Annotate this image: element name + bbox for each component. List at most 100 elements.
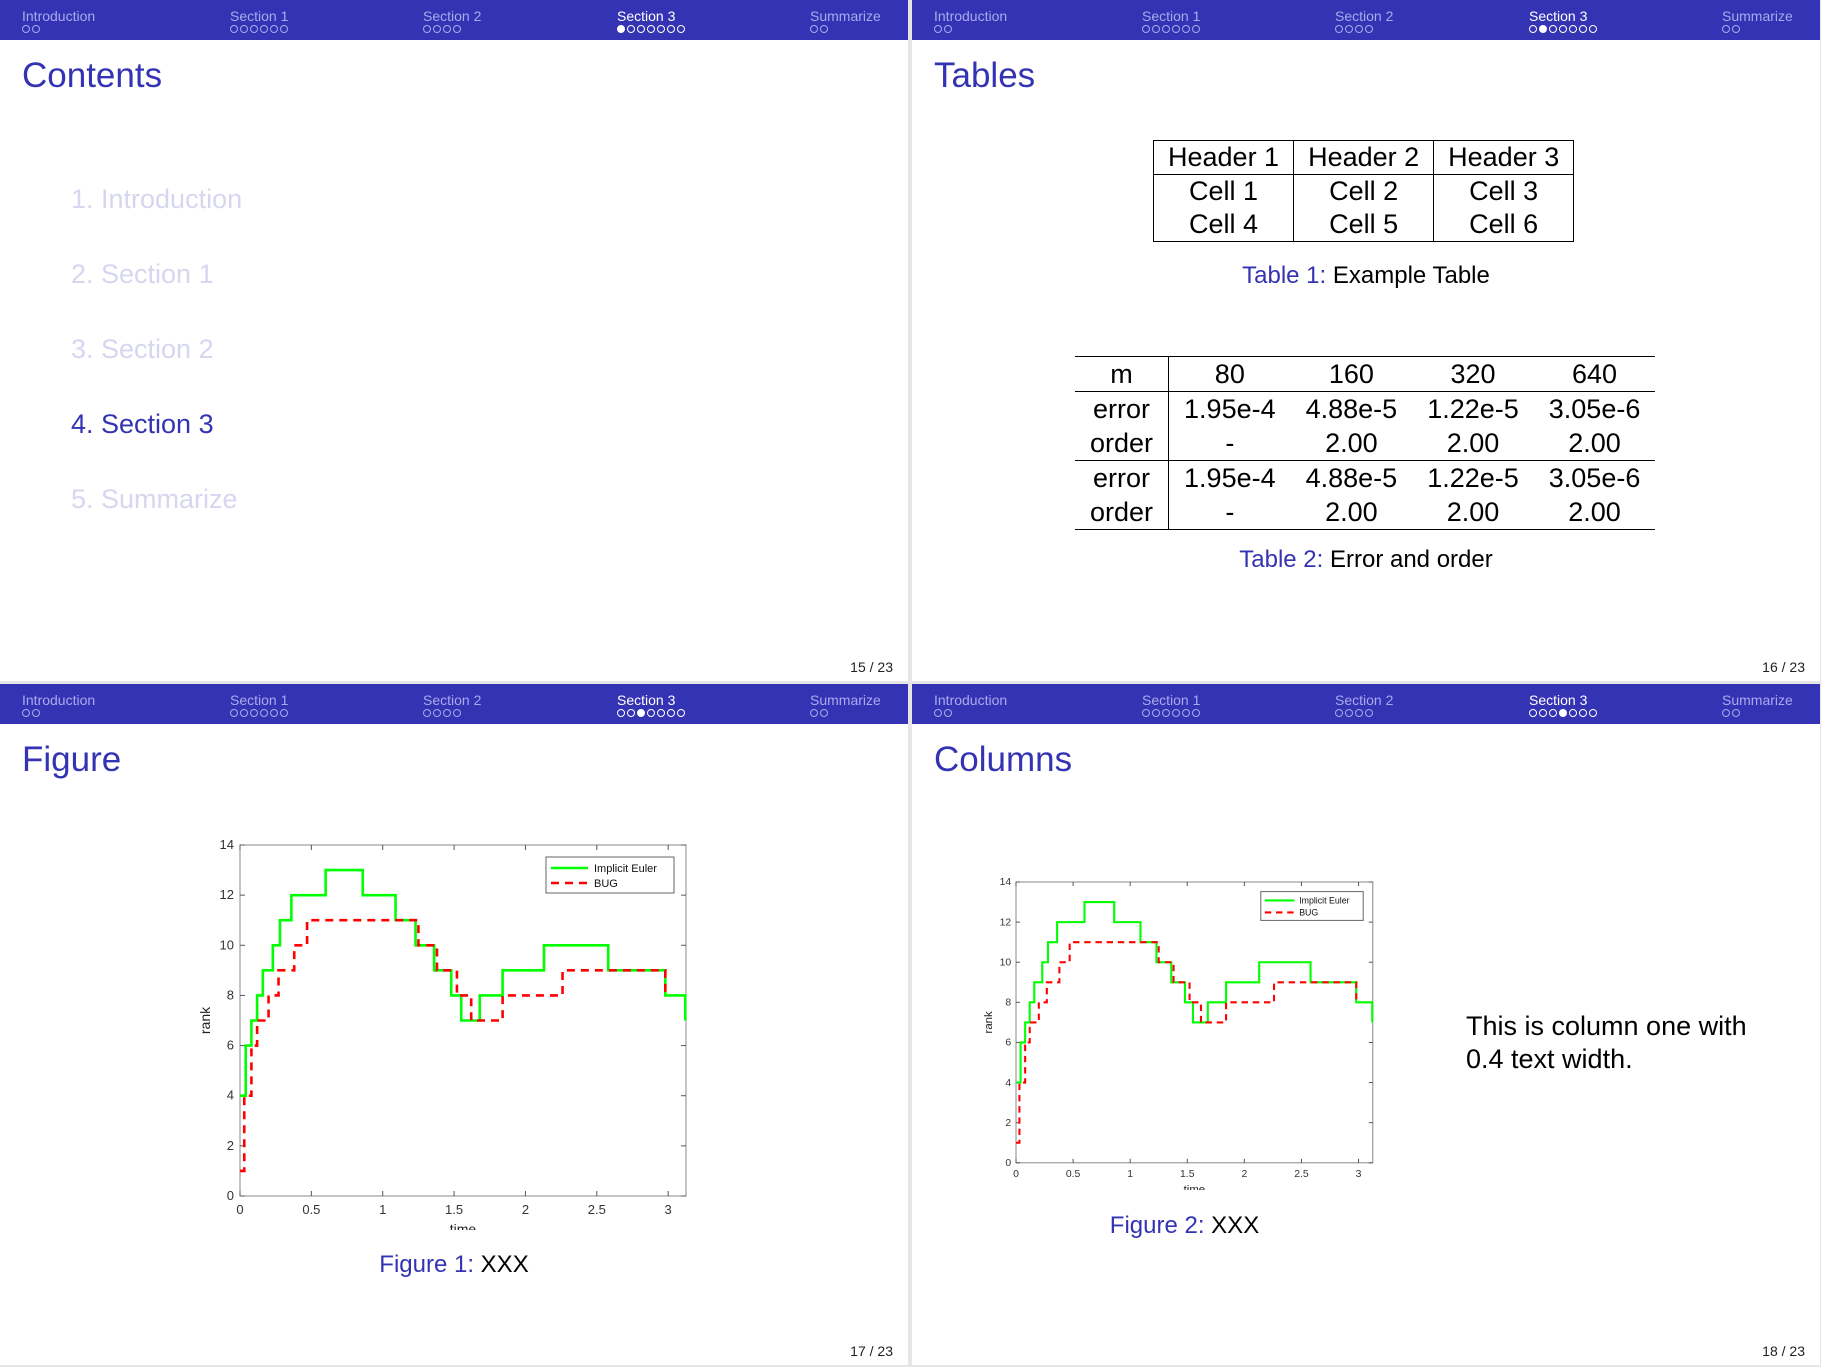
nav-section-introduction[interactable]: Introduction: [22, 692, 95, 717]
nav-frame-dot[interactable]: [1559, 709, 1567, 717]
nav-frame-dot[interactable]: [1355, 709, 1363, 717]
nav-section-section-1[interactable]: Section 1: [1142, 692, 1200, 717]
nav-frame-dot[interactable]: [1182, 25, 1190, 33]
nav-frame-dot[interactable]: [1732, 25, 1740, 33]
nav-frame-dot[interactable]: [647, 25, 655, 33]
nav-frame-dot[interactable]: [1162, 709, 1170, 717]
nav-frame-dot[interactable]: [1365, 25, 1373, 33]
nav-section-section-3[interactable]: Section 3: [617, 8, 685, 33]
nav-frame-dot[interactable]: [423, 25, 431, 33]
nav-frame-dot[interactable]: [1152, 25, 1160, 33]
nav-frame-dot[interactable]: [260, 709, 268, 717]
nav-frame-dot[interactable]: [260, 25, 268, 33]
nav-frame-dot[interactable]: [1579, 25, 1587, 33]
nav-frame-dot[interactable]: [230, 709, 238, 717]
nav-frame-dot[interactable]: [1192, 709, 1200, 717]
nav-frame-dot[interactable]: [1549, 709, 1557, 717]
nav-frame-dot[interactable]: [810, 709, 818, 717]
nav-frame-dot[interactable]: [443, 709, 451, 717]
nav-frame-dot[interactable]: [1569, 25, 1577, 33]
nav-frame-dot[interactable]: [433, 709, 441, 717]
nav-section-section-1[interactable]: Section 1: [1142, 8, 1200, 33]
nav-frame-dot[interactable]: [1142, 709, 1150, 717]
nav-frame-dot[interactable]: [617, 25, 625, 33]
nav-frame-dot[interactable]: [1539, 709, 1547, 717]
nav-frame-dot[interactable]: [820, 25, 828, 33]
nav-frame-dot[interactable]: [677, 709, 685, 717]
nav-frame-dot[interactable]: [1732, 709, 1740, 717]
nav-section-summarize[interactable]: Summarize: [1722, 692, 1793, 717]
toc-item[interactable]: 4. Section 3: [71, 409, 214, 439]
nav-frame-dot[interactable]: [453, 709, 461, 717]
nav-frame-dot[interactable]: [944, 709, 952, 717]
nav-frame-dot[interactable]: [240, 709, 248, 717]
nav-frame-dot[interactable]: [1722, 25, 1730, 33]
toc-item[interactable]: 3. Section 2: [71, 334, 214, 364]
nav-frame-dot[interactable]: [423, 709, 431, 717]
nav-frame-dot[interactable]: [667, 709, 675, 717]
nav-frame-dot[interactable]: [250, 25, 258, 33]
nav-section-summarize[interactable]: Summarize: [1722, 8, 1793, 33]
nav-frame-dot[interactable]: [1559, 25, 1567, 33]
nav-frame-dot[interactable]: [1549, 25, 1557, 33]
nav-section-section-2[interactable]: Section 2: [423, 8, 481, 33]
nav-section-section-3[interactable]: Section 3: [1529, 692, 1597, 717]
nav-frame-dot[interactable]: [820, 709, 828, 717]
nav-section-section-2[interactable]: Section 2: [423, 692, 481, 717]
nav-frame-dot[interactable]: [250, 709, 258, 717]
nav-frame-dot[interactable]: [1142, 25, 1150, 33]
toc-item[interactable]: 5. Summarize: [71, 484, 238, 514]
nav-frame-dot[interactable]: [443, 25, 451, 33]
nav-section-section-1[interactable]: Section 1: [230, 8, 288, 33]
nav-section-section-3[interactable]: Section 3: [617, 692, 685, 717]
nav-frame-dot[interactable]: [270, 25, 278, 33]
nav-frame-dot[interactable]: [22, 25, 30, 33]
nav-section-section-3[interactable]: Section 3: [1529, 8, 1597, 33]
toc-item[interactable]: 2. Section 1: [71, 259, 214, 289]
nav-section-introduction[interactable]: Introduction: [934, 8, 1007, 33]
nav-frame-dot[interactable]: [1589, 709, 1597, 717]
nav-frame-dot[interactable]: [1569, 709, 1577, 717]
nav-frame-dot[interactable]: [934, 709, 942, 717]
nav-frame-dot[interactable]: [647, 709, 655, 717]
nav-frame-dot[interactable]: [270, 709, 278, 717]
nav-frame-dot[interactable]: [934, 25, 942, 33]
nav-frame-dot[interactable]: [1529, 25, 1537, 33]
nav-frame-dot[interactable]: [22, 709, 30, 717]
nav-frame-dot[interactable]: [657, 709, 665, 717]
nav-frame-dot[interactable]: [453, 25, 461, 33]
nav-frame-dot[interactable]: [1162, 25, 1170, 33]
nav-frame-dot[interactable]: [637, 709, 645, 717]
nav-frame-dot[interactable]: [230, 25, 238, 33]
nav-frame-dot[interactable]: [240, 25, 248, 33]
nav-section-introduction[interactable]: Introduction: [22, 8, 95, 33]
nav-section-introduction[interactable]: Introduction: [934, 692, 1007, 717]
nav-frame-dot[interactable]: [667, 25, 675, 33]
nav-frame-dot[interactable]: [1335, 25, 1343, 33]
nav-frame-dot[interactable]: [1539, 25, 1547, 33]
nav-frame-dot[interactable]: [280, 709, 288, 717]
nav-frame-dot[interactable]: [280, 25, 288, 33]
nav-frame-dot[interactable]: [1172, 709, 1180, 717]
nav-frame-dot[interactable]: [32, 709, 40, 717]
nav-frame-dot[interactable]: [1172, 25, 1180, 33]
nav-frame-dot[interactable]: [1345, 25, 1353, 33]
nav-section-summarize[interactable]: Summarize: [810, 8, 881, 33]
nav-frame-dot[interactable]: [1345, 709, 1353, 717]
nav-frame-dot[interactable]: [1365, 709, 1373, 717]
nav-frame-dot[interactable]: [1579, 709, 1587, 717]
nav-frame-dot[interactable]: [1589, 25, 1597, 33]
nav-frame-dot[interactable]: [657, 25, 665, 33]
nav-section-summarize[interactable]: Summarize: [810, 692, 881, 717]
nav-frame-dot[interactable]: [1192, 25, 1200, 33]
nav-frame-dot[interactable]: [617, 709, 625, 717]
nav-frame-dot[interactable]: [810, 25, 818, 33]
nav-frame-dot[interactable]: [32, 25, 40, 33]
nav-frame-dot[interactable]: [627, 25, 635, 33]
nav-frame-dot[interactable]: [1152, 709, 1160, 717]
nav-frame-dot[interactable]: [627, 709, 635, 717]
nav-section-section-1[interactable]: Section 1: [230, 692, 288, 717]
nav-section-section-2[interactable]: Section 2: [1335, 692, 1393, 717]
nav-frame-dot[interactable]: [1355, 25, 1363, 33]
nav-frame-dot[interactable]: [677, 25, 685, 33]
